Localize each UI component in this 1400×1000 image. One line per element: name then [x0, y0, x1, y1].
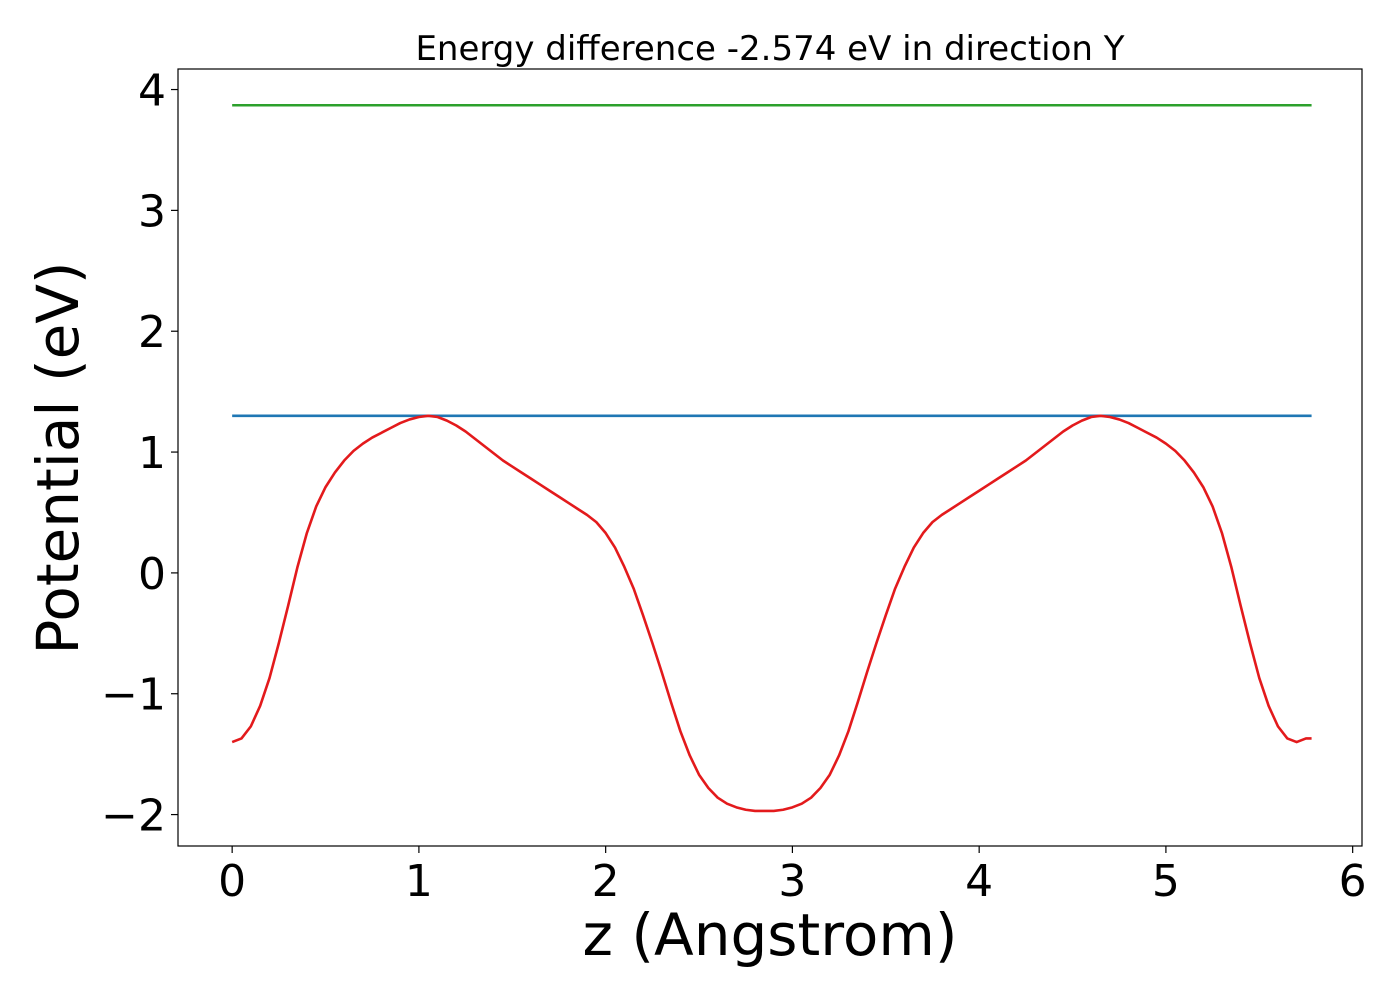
y-tick-label: −1 — [101, 670, 166, 721]
axes-frame — [177, 68, 1363, 847]
y-tick-label: −2 — [101, 791, 166, 842]
y-tick-label: 4 — [138, 66, 166, 117]
x-tick-label: 1 — [405, 856, 433, 907]
x-axis-label: z (Angstrom) — [583, 901, 958, 969]
y-axis-label: Potential (eV) — [24, 261, 92, 654]
y-tick-label: 0 — [138, 549, 166, 600]
x-tick-label: 2 — [592, 856, 620, 907]
x-tick-label: 0 — [218, 856, 246, 907]
x-tick-label: 3 — [778, 856, 806, 907]
x-tick-label: 6 — [1339, 856, 1367, 907]
x-tick-label: 5 — [1152, 856, 1180, 907]
y-tick-label: 3 — [138, 186, 166, 237]
chart-title: Energy difference -2.574 eV in direction… — [415, 29, 1124, 69]
x-tick-label: 4 — [965, 856, 993, 907]
plot-area — [231, 103, 1312, 813]
y-tick-label: 1 — [138, 428, 166, 479]
axis-ticks: 0 1 2 3 4 5 6 −2 −1 0 1 2 3 4 — [101, 66, 1367, 907]
y-tick-label: 2 — [138, 307, 166, 358]
series-line-3 — [231, 414, 1312, 813]
